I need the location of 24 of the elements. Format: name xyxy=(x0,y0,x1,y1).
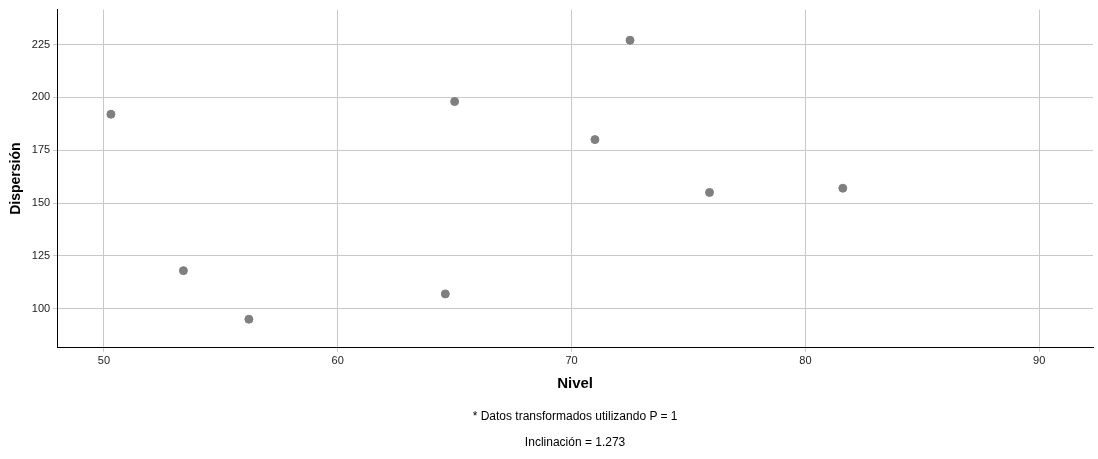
point xyxy=(178,266,188,276)
point xyxy=(440,289,450,299)
text: * Datos transformados utilizando P = 1 xyxy=(472,409,678,424)
point xyxy=(838,183,848,193)
y-axis-title: Dispersión xyxy=(7,142,24,215)
y-tick-label: 225 xyxy=(31,37,51,50)
y-tick-label: 150 xyxy=(31,196,51,209)
y-tick-label: 200 xyxy=(31,90,51,103)
point xyxy=(625,35,635,45)
point xyxy=(244,314,254,324)
point xyxy=(590,135,600,145)
y-tick-label: 125 xyxy=(31,248,51,261)
y-tick-label: 100 xyxy=(31,301,51,314)
x-tick-label: 50 xyxy=(97,354,111,367)
x-tick-label: 80 xyxy=(799,354,812,367)
text: Inclinación = 1.273 xyxy=(524,435,626,450)
x-tick-label: 90 xyxy=(1033,354,1046,367)
x-tick-label: 60 xyxy=(331,354,344,367)
y-tick-label: 175 xyxy=(31,143,51,156)
x-axis-title: Nivel xyxy=(557,374,594,392)
point xyxy=(106,109,116,119)
point xyxy=(450,97,460,107)
point xyxy=(705,187,715,197)
x-tick-label: 70 xyxy=(565,354,578,367)
